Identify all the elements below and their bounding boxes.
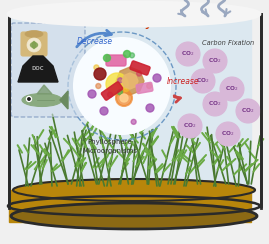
Polygon shape: [37, 85, 52, 94]
Circle shape: [236, 99, 260, 123]
Circle shape: [104, 54, 111, 61]
FancyBboxPatch shape: [11, 23, 85, 117]
Ellipse shape: [13, 205, 255, 227]
Circle shape: [100, 107, 108, 115]
Circle shape: [203, 49, 227, 73]
Polygon shape: [18, 56, 58, 82]
Circle shape: [88, 90, 96, 98]
Text: DOC: DOC: [32, 67, 44, 71]
Text: CO$_2$: CO$_2$: [181, 50, 195, 59]
Circle shape: [146, 104, 154, 112]
FancyBboxPatch shape: [106, 55, 126, 66]
Ellipse shape: [30, 42, 37, 48]
Text: Microorganisms: Microorganisms: [83, 148, 137, 154]
FancyBboxPatch shape: [136, 82, 153, 93]
Circle shape: [118, 90, 122, 95]
Circle shape: [120, 94, 128, 102]
Circle shape: [94, 65, 99, 70]
FancyBboxPatch shape: [130, 61, 150, 75]
Circle shape: [118, 78, 123, 83]
Circle shape: [176, 42, 200, 66]
Ellipse shape: [22, 93, 62, 106]
FancyBboxPatch shape: [101, 82, 123, 100]
Ellipse shape: [25, 30, 43, 38]
Circle shape: [216, 122, 240, 146]
Circle shape: [137, 71, 141, 76]
Text: Carbon Fixation: Carbon Fixation: [202, 40, 254, 46]
Circle shape: [74, 38, 170, 134]
Circle shape: [129, 53, 134, 58]
Text: CO$_2$: CO$_2$: [241, 107, 255, 115]
Circle shape: [203, 92, 227, 116]
Circle shape: [116, 90, 132, 106]
Circle shape: [96, 83, 101, 89]
Ellipse shape: [33, 41, 36, 49]
Circle shape: [27, 38, 41, 52]
Text: CO$_2$: CO$_2$: [183, 122, 197, 131]
Bar: [9, 14, 251, 206]
Text: CO$_2$: CO$_2$: [196, 77, 210, 85]
Circle shape: [147, 83, 152, 89]
Circle shape: [131, 119, 136, 124]
Ellipse shape: [8, 2, 260, 26]
Circle shape: [108, 92, 112, 97]
Circle shape: [124, 87, 129, 92]
Circle shape: [106, 73, 128, 95]
Text: CO$_2$: CO$_2$: [208, 57, 222, 65]
Text: CO$_2$: CO$_2$: [208, 100, 222, 108]
Text: Diversity: Diversity: [101, 19, 153, 29]
Circle shape: [153, 74, 161, 82]
Polygon shape: [60, 91, 68, 109]
FancyBboxPatch shape: [21, 32, 47, 56]
Ellipse shape: [8, 4, 260, 24]
Bar: [9, 190, 251, 222]
Circle shape: [28, 98, 30, 100]
Circle shape: [123, 51, 130, 58]
Circle shape: [94, 68, 106, 80]
Ellipse shape: [13, 179, 255, 201]
Circle shape: [191, 69, 215, 93]
Text: Decrease: Decrease: [77, 38, 113, 47]
Circle shape: [27, 96, 31, 102]
Circle shape: [220, 77, 244, 101]
Text: Phyllosphere: Phyllosphere: [88, 139, 132, 145]
Text: CO$_2$: CO$_2$: [225, 85, 239, 93]
Circle shape: [178, 114, 202, 138]
Text: CO$_2$: CO$_2$: [221, 130, 235, 138]
Text: Increase: Increase: [167, 78, 199, 87]
